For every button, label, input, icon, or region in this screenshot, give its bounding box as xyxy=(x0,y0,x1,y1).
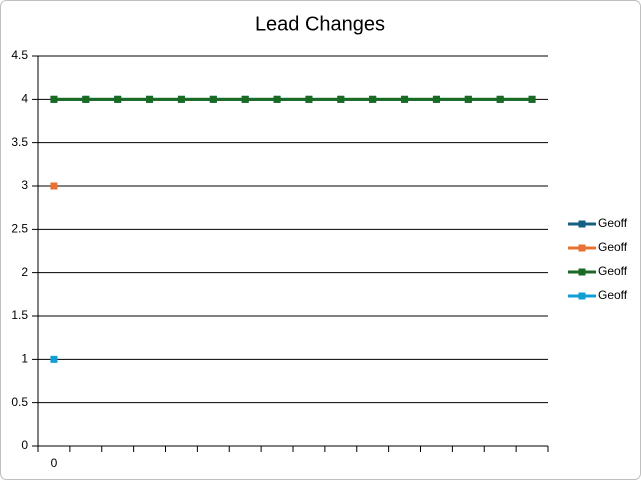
y-tick-label: 1.5 xyxy=(11,308,28,322)
legend-marker xyxy=(578,268,586,276)
marker xyxy=(528,95,536,103)
marker xyxy=(177,95,185,103)
marker xyxy=(401,95,409,103)
y-tick-label: 4.5 xyxy=(11,48,28,62)
marker xyxy=(209,95,217,103)
y-tick-label: 3.5 xyxy=(11,135,28,149)
marker xyxy=(273,95,281,103)
y-tick-label: 0 xyxy=(21,438,28,452)
marker xyxy=(305,95,313,103)
legend-marker xyxy=(578,220,586,228)
marker xyxy=(369,95,377,103)
y-tick-label: 2.5 xyxy=(11,222,28,236)
marker xyxy=(496,95,504,103)
legend-label: Geoff xyxy=(598,240,628,254)
marker xyxy=(114,95,122,103)
y-tick-label: 0.5 xyxy=(11,395,28,409)
marker xyxy=(50,95,58,103)
marker xyxy=(82,95,90,103)
legend-label: Geoff xyxy=(598,216,628,230)
chart-title: Lead Changes xyxy=(255,13,385,35)
legend-marker xyxy=(578,244,586,252)
legend-marker xyxy=(578,292,586,300)
marker xyxy=(50,182,58,190)
marker xyxy=(337,95,345,103)
marker xyxy=(464,95,472,103)
y-tick-label: 1 xyxy=(21,352,28,366)
legend-label: Geoff xyxy=(598,264,628,278)
y-tick-label: 2 xyxy=(21,265,28,279)
x-tick-label: 0 xyxy=(51,456,58,470)
y-tick-label: 3 xyxy=(21,178,28,192)
marker xyxy=(241,95,249,103)
marker xyxy=(432,95,440,103)
marker xyxy=(146,95,154,103)
y-tick-label: 4 xyxy=(21,92,28,106)
legend-label: Geoff xyxy=(598,288,628,302)
marker xyxy=(50,355,58,363)
